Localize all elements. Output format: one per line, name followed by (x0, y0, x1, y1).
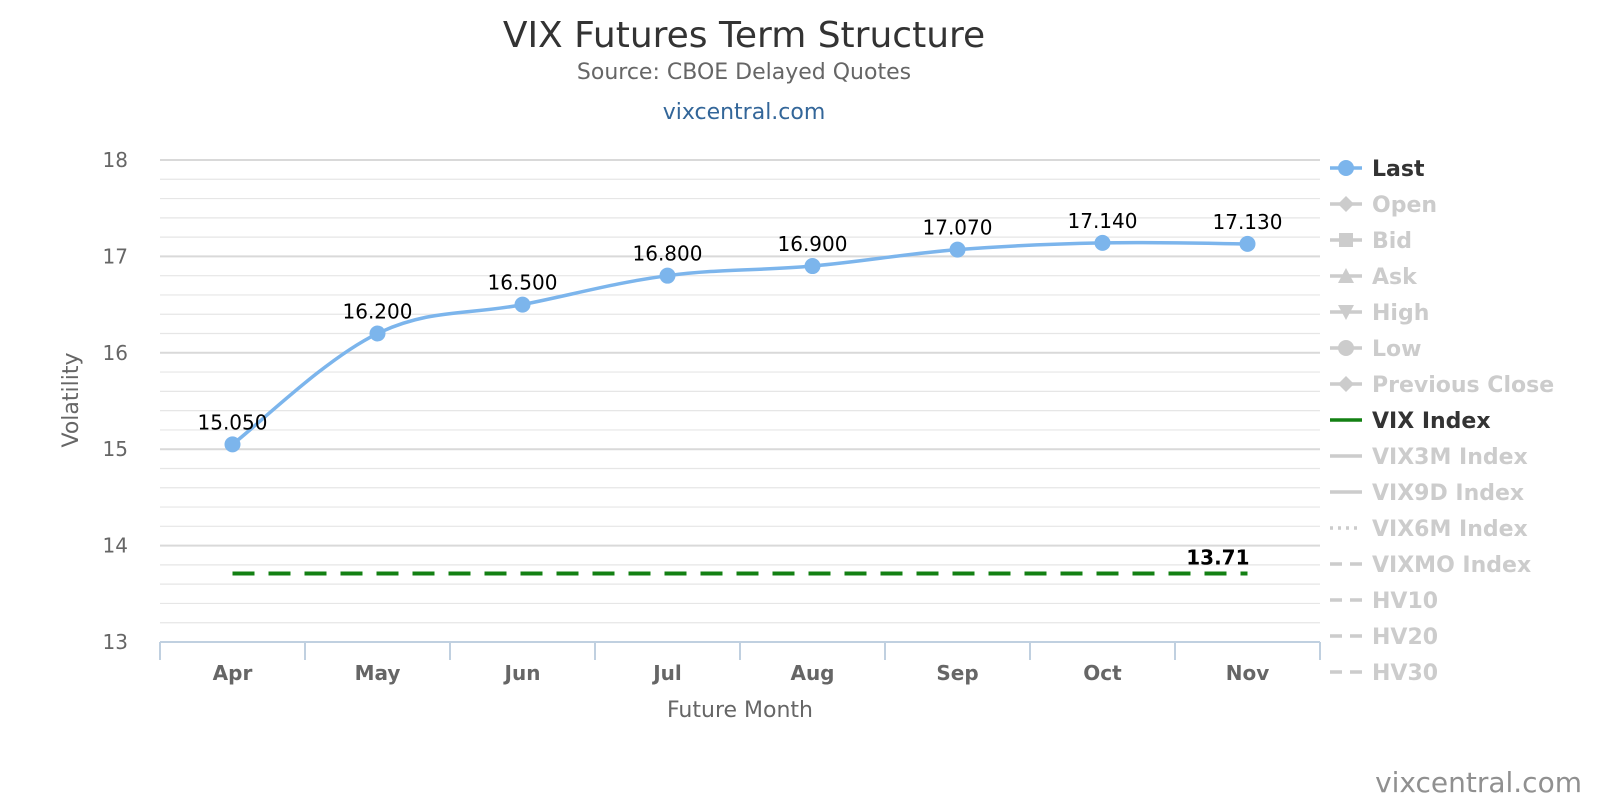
legend-marker-triangle-icon (1338, 268, 1354, 283)
y-axis: 13 14 15 16 17 18 (103, 148, 128, 654)
x-tick-label: Jun (503, 661, 541, 685)
data-point-last[interactable] (1094, 234, 1111, 251)
data-label-last: 17.130 (1213, 210, 1283, 234)
data-label-last: 17.070 (923, 216, 993, 240)
data-point-last[interactable] (804, 258, 821, 275)
y-tick-label: 17 (103, 244, 128, 268)
legend-marker-triangle-down-icon (1338, 305, 1354, 320)
legend-label: Low (1372, 337, 1421, 362)
y-tick-label: 14 (103, 534, 128, 558)
legend-item-vix3m-index[interactable]: VIX3M Index (1330, 445, 1528, 470)
data-point-last[interactable] (659, 267, 676, 284)
legend: Last Open Bid Ask High Low Previous Close VIX I… (1330, 157, 1554, 686)
legend-label: High (1372, 301, 1429, 326)
watermark: vixcentral.com (1375, 766, 1582, 799)
legend-label: Bid (1372, 229, 1412, 254)
legend-item-ask[interactable]: Ask (1330, 265, 1418, 290)
data-label-last: 16.500 (488, 271, 558, 295)
legend-marker-diamond-icon (1338, 196, 1354, 212)
y-axis-title: Volatility (59, 352, 84, 447)
x-tick-label: May (355, 661, 401, 685)
data-point-last[interactable] (369, 325, 386, 342)
legend-label: HV30 (1372, 661, 1438, 686)
legend-label: VIX3M Index (1372, 445, 1528, 470)
legend-marker-diamond-icon (1338, 376, 1354, 392)
legend-item-hv20[interactable]: HV20 (1330, 625, 1438, 650)
x-tick-label: Apr (213, 661, 253, 685)
legend-marker-square-icon (1339, 233, 1353, 247)
x-tick-label: Aug (790, 661, 834, 685)
legend-item-hv10[interactable]: HV10 (1330, 589, 1438, 614)
chart-title: VIX Futures Term Structure (503, 15, 985, 56)
site-link[interactable]: vixcentral.com (663, 100, 826, 125)
legend-item-vix6m-index[interactable]: VIX6M Index (1330, 517, 1528, 542)
legend-marker-circle-icon (1338, 160, 1354, 176)
data-label-vix-index: 13.71 (1186, 546, 1249, 570)
x-axis: Apr May Jun Jul Aug Sep Oct Nov (159, 641, 1321, 685)
x-tick-label: Nov (1226, 661, 1270, 685)
legend-item-vix9d-index[interactable]: VIX9D Index (1330, 481, 1524, 506)
data-label-last: 15.050 (198, 410, 268, 434)
legend-label: HV10 (1372, 589, 1438, 614)
y-tick-label: 18 (103, 148, 128, 172)
data-point-last[interactable] (1239, 235, 1256, 252)
legend-item-previous-close[interactable]: Previous Close (1330, 373, 1554, 398)
data-label-last: 16.800 (633, 242, 703, 266)
series-layer: 13.71 15.050 16.200 16.500 16.800 16.900 17.07… (198, 209, 1283, 576)
legend-item-bid[interactable]: Bid (1330, 229, 1412, 254)
legend-item-last[interactable]: Last (1330, 157, 1425, 182)
x-tick-label: Sep (936, 661, 978, 685)
legend-label: VIX6M Index (1372, 517, 1528, 542)
y-tick-label: 13 (103, 630, 128, 654)
legend-item-vixmo-index[interactable]: VIXMO Index (1330, 553, 1531, 578)
legend-label: Open (1372, 193, 1437, 218)
x-tick-label: Jul (651, 661, 682, 685)
legend-marker-circle-icon (1338, 340, 1354, 356)
x-tick-label: Oct (1083, 661, 1122, 685)
x-axis-title: Future Month (667, 698, 813, 723)
data-point-last[interactable] (949, 241, 966, 258)
legend-label: HV20 (1372, 625, 1438, 650)
legend-label: Last (1372, 157, 1425, 182)
y-tick-label: 16 (103, 341, 128, 365)
data-label-last: 17.140 (1068, 209, 1138, 233)
legend-label: VIX9D Index (1372, 481, 1524, 506)
series-line-last (231, 240, 1248, 446)
data-label-last: 16.900 (778, 232, 848, 256)
data-label-last: 16.200 (343, 300, 413, 324)
legend-label: Previous Close (1372, 373, 1554, 398)
y-tick-label: 15 (103, 437, 128, 461)
legend-label: Ask (1372, 265, 1418, 290)
data-point-last[interactable] (224, 436, 241, 453)
legend-item-open[interactable]: Open (1330, 193, 1437, 218)
legend-label: VIX Index (1372, 409, 1491, 434)
data-point-last[interactable] (514, 296, 531, 313)
chart-subtitle: Source: CBOE Delayed Quotes (577, 60, 911, 85)
legend-item-hv30[interactable]: HV30 (1330, 661, 1438, 686)
legend-item-vix-index[interactable]: VIX Index (1330, 409, 1491, 434)
grid-lines (160, 159, 1320, 624)
legend-item-low[interactable]: Low (1330, 337, 1421, 362)
legend-item-high[interactable]: High (1330, 301, 1429, 326)
legend-label: VIXMO Index (1372, 553, 1531, 578)
